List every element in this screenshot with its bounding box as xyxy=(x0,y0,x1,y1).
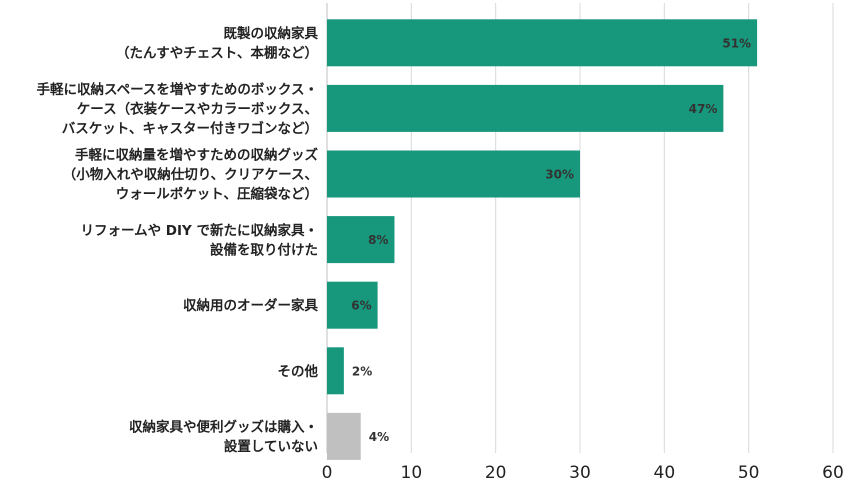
x-tick-label: 60 xyxy=(822,463,844,483)
category-labels: 既製の収納家具 （たんすやチェスト、本棚など） 手軽に収納スペースを増やすためのボッ… xyxy=(37,25,319,455)
bar xyxy=(327,84,724,132)
x-tick-label: 0 xyxy=(322,463,333,483)
data-labels: 51% 47% 30% 8% 6% 2% 4% xyxy=(351,36,751,444)
category-label: ウォールポケット、圧縮袋など） xyxy=(116,186,318,203)
category-label: ケース（衣装ケースやカラーボックス、 xyxy=(77,100,318,117)
category-label: 設置していない xyxy=(224,438,318,455)
x-tick-label: 20 xyxy=(485,463,507,483)
data-label: 8% xyxy=(368,233,388,247)
data-label: 4% xyxy=(369,430,389,444)
category-label: その他 xyxy=(278,363,319,380)
bar xyxy=(327,150,580,198)
category-label: 手軽に収納スペースを増やすためのボックス・ xyxy=(37,81,318,98)
data-label: 51% xyxy=(722,36,751,50)
bar xyxy=(327,281,378,329)
x-tick-label: 30 xyxy=(569,463,591,483)
x-tick-label: 50 xyxy=(738,463,760,483)
category-label: 設備を取り付けた xyxy=(210,241,318,258)
x-tick-label: 40 xyxy=(654,463,676,483)
category-label: （たんすやチェスト、本棚など） xyxy=(116,45,318,62)
x-tick-label: 10 xyxy=(401,463,423,483)
data-label: 47% xyxy=(689,102,718,116)
category-label: 収納家具や便利グッズは購入・ xyxy=(129,419,318,436)
gridlines xyxy=(326,3,834,453)
bar xyxy=(327,216,395,264)
category-label: 既製の収納家具 xyxy=(224,25,319,42)
category-label: リフォームや DIY で新たに収納家具・ xyxy=(81,222,319,239)
category-label: バスケット、キャスター付きワゴンなど） xyxy=(62,120,318,137)
data-label: 6% xyxy=(351,299,371,313)
category-label: （小物入れや収納仕切り、クリアケース、 xyxy=(63,166,318,183)
category-label: 収納用のオーダー家具 xyxy=(183,297,318,314)
bar xyxy=(327,347,344,395)
data-label: 2% xyxy=(352,364,372,378)
data-label: 30% xyxy=(545,168,574,182)
bar xyxy=(327,412,361,460)
x-axis-ticks: 0 10 20 30 40 50 60 xyxy=(322,463,844,483)
bar xyxy=(327,19,758,67)
bars xyxy=(327,19,758,460)
category-label: 手軽に収納量を増やすための収納グッズ xyxy=(75,147,318,164)
